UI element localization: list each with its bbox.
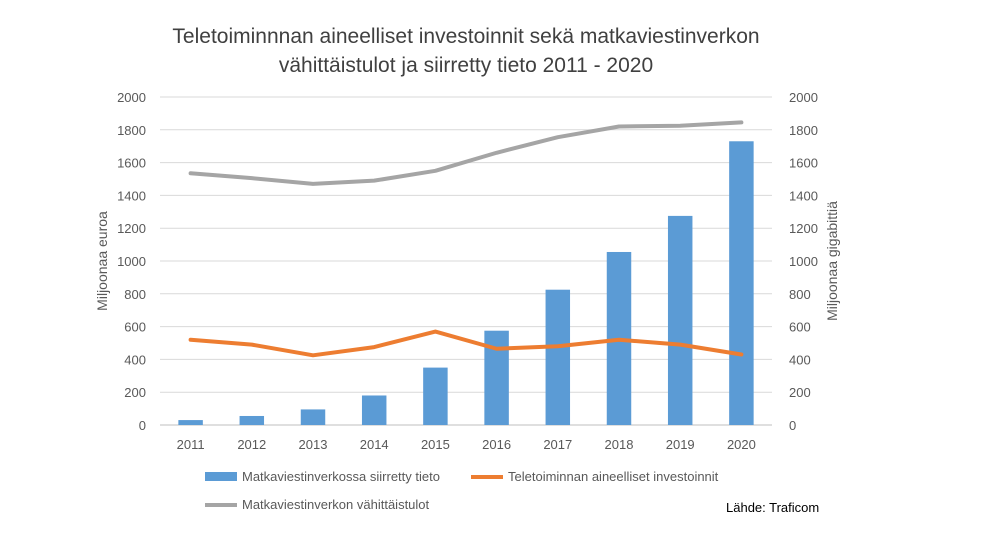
x-tick-label: 2017 <box>543 437 572 452</box>
right-axis-ticks: 0 200 400 600 800 1000 1200 1400 1600 1800 2000 <box>789 90 818 433</box>
right-tick-label: 1400 <box>789 188 818 203</box>
bar <box>545 289 571 425</box>
x-tick-label: 2015 <box>421 437 450 452</box>
source-note: Lähde: Traficom <box>726 500 819 515</box>
x-tick-label: 2014 <box>360 437 389 452</box>
series-line <box>188 329 744 358</box>
left-tick-label: 1400 <box>117 188 146 203</box>
right-tick-label: 1200 <box>789 221 818 236</box>
legend-swatch-transfer <box>205 472 237 481</box>
bar <box>423 367 448 425</box>
x-tick-label: 2019 <box>666 437 695 452</box>
chart-title-line-2: vähittäistulot ja siirretty tieto 2011 -… <box>279 54 653 77</box>
bar-series <box>178 141 754 425</box>
right-tick-label: 2000 <box>789 90 818 105</box>
left-tick-label: 400 <box>124 352 146 367</box>
bar <box>239 415 265 425</box>
right-tick-label: 1000 <box>789 254 818 269</box>
x-tick-label: 2013 <box>299 437 328 452</box>
x-tick-label: 2011 <box>177 437 205 452</box>
legend-label-revenue: Matkaviestinverkon vähittäistulot <box>242 497 430 512</box>
series-line <box>188 120 744 186</box>
right-tick-label: 600 <box>789 320 811 335</box>
left-tick-label: 800 <box>124 287 146 302</box>
bar <box>667 215 693 425</box>
legend-label-investments: Teletoiminnan aineelliset investoinnit <box>508 469 719 484</box>
right-tick-label: 200 <box>789 385 811 400</box>
bar <box>300 409 326 425</box>
legend-label-transfer: Matkaviestinverkossa siirretty tieto <box>242 469 440 484</box>
right-tick-label: 0 <box>789 418 796 433</box>
right-axis-title: Miljoonaa gigabittiä <box>824 201 840 321</box>
right-tick-label: 800 <box>789 287 811 302</box>
legend: Matkaviestinverkossa siirretty tieto Tel… <box>205 469 719 512</box>
left-axis-ticks: 0 200 400 600 800 1000 1200 1400 1600 1800 2000 <box>117 90 146 433</box>
right-tick-label: 1600 <box>789 156 818 171</box>
left-tick-label: 200 <box>124 385 146 400</box>
chart-title-line-1: Teletoiminnnan aineelliset investoinnit … <box>172 25 759 48</box>
bar <box>178 420 203 425</box>
bar <box>729 141 754 425</box>
left-tick-label: 1600 <box>117 156 146 171</box>
left-tick-label: 600 <box>124 320 146 335</box>
right-tick-label: 400 <box>789 352 811 367</box>
bar <box>361 395 387 425</box>
right-tick-label: 1800 <box>789 123 818 138</box>
left-axis-title: Miljoonaa euroa <box>94 211 110 311</box>
left-tick-label: 1800 <box>117 123 146 138</box>
x-tick-label: 2020 <box>727 437 756 452</box>
x-tick-label: 2018 <box>605 437 634 452</box>
x-tick-label: 2012 <box>237 437 266 452</box>
left-tick-label: 1000 <box>117 254 146 269</box>
left-tick-label: 2000 <box>117 90 146 105</box>
x-tick-label: 2016 <box>482 437 511 452</box>
left-tick-label: 0 <box>139 418 146 433</box>
line-series <box>188 120 744 358</box>
x-axis-ticks: 2011 2012 2013 2014 2015 2016 2017 2018 2019 2020 <box>177 437 756 452</box>
left-tick-label: 1200 <box>117 221 146 236</box>
